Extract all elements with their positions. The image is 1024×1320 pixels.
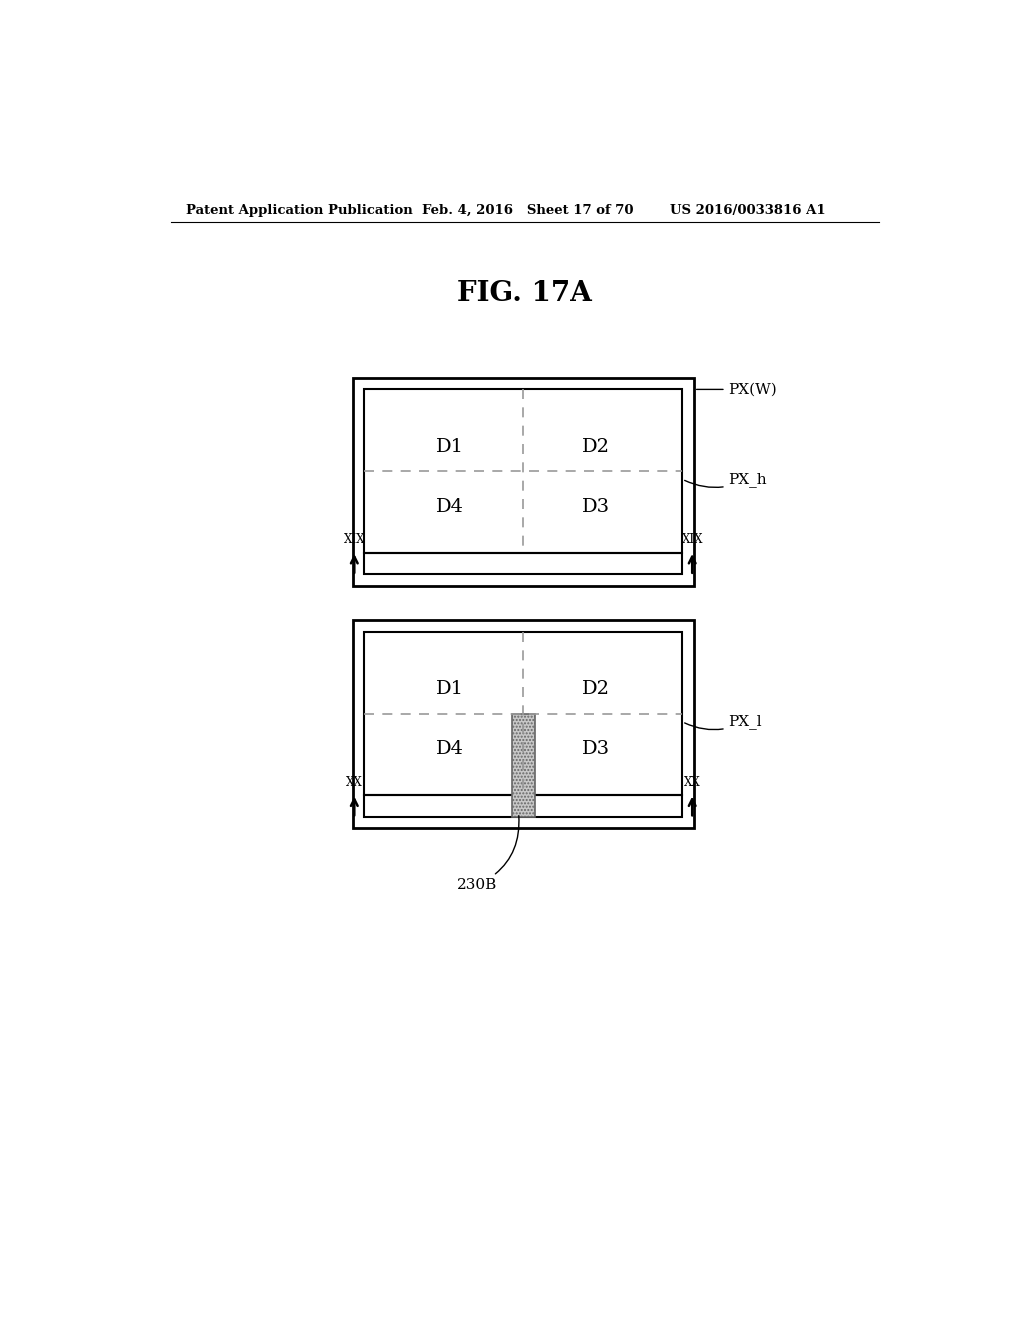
Text: D4: D4	[436, 741, 464, 759]
Text: FIG. 17A: FIG. 17A	[458, 280, 592, 306]
Bar	[352, 620, 693, 829]
Bar	[352, 378, 693, 586]
Text: D1: D1	[436, 680, 464, 698]
Bar	[365, 553, 682, 574]
Text: D1: D1	[436, 437, 464, 455]
Bar	[365, 389, 682, 553]
Text: 230B: 230B	[457, 816, 519, 892]
Bar	[365, 632, 682, 795]
Text: PX_h: PX_h	[685, 471, 767, 487]
Text: Feb. 4, 2016   Sheet 17 of 70: Feb. 4, 2016 Sheet 17 of 70	[423, 205, 634, 218]
Text: PX_l: PX_l	[685, 714, 762, 730]
Text: D2: D2	[583, 437, 610, 455]
Bar	[512, 714, 535, 817]
Text: Patent Application Publication: Patent Application Publication	[186, 205, 413, 218]
Text: PX(W): PX(W)	[696, 383, 777, 396]
Text: XIX: XIX	[343, 533, 365, 546]
Text: XX: XX	[346, 776, 362, 789]
Text: D2: D2	[583, 680, 610, 698]
Text: D4: D4	[436, 498, 464, 516]
Bar	[365, 795, 682, 817]
Text: US 2016/0033816 A1: US 2016/0033816 A1	[671, 205, 826, 218]
Text: D3: D3	[583, 498, 610, 516]
Text: XIX: XIX	[681, 533, 702, 546]
Text: XX: XX	[684, 776, 700, 789]
Text: D3: D3	[583, 741, 610, 759]
